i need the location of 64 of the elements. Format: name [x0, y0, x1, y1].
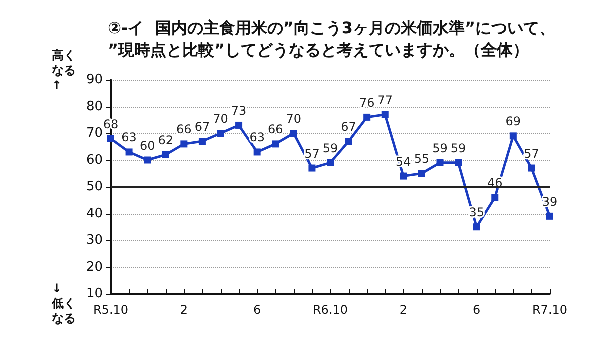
- point: [455, 159, 462, 166]
- data-label: 70: [213, 112, 228, 126]
- point: [144, 156, 152, 164]
- point: [236, 122, 243, 129]
- data-label: 67: [341, 120, 356, 134]
- point: [180, 140, 188, 148]
- point: [364, 114, 371, 121]
- point: [217, 130, 224, 137]
- y-tick-label: 40: [86, 206, 103, 222]
- data-label: 62: [158, 133, 174, 148]
- point: [546, 212, 554, 220]
- data-label: 67: [194, 120, 210, 134]
- point: [198, 138, 206, 146]
- data-label: 63: [122, 130, 137, 145]
- point: [108, 135, 114, 142]
- x-tick-label: 2: [180, 303, 188, 317]
- data-label: 66: [176, 122, 192, 137]
- y-tick-label: 30: [86, 233, 103, 248]
- point: [345, 138, 352, 146]
- y-tick-label: 20: [86, 260, 103, 275]
- x-tick-label: R7.10: [532, 303, 568, 317]
- data-label: 59: [322, 141, 338, 156]
- point: [272, 140, 280, 148]
- point: [492, 194, 499, 202]
- data-label: 76: [359, 96, 375, 110]
- point: [400, 172, 408, 180]
- y-tick-label: 10: [86, 286, 103, 302]
- y-tick-label: 90: [86, 72, 103, 88]
- point: [290, 130, 298, 137]
- x-tick-label: 2: [400, 303, 408, 317]
- data-label: 63: [250, 130, 265, 145]
- data-label: 66: [268, 122, 284, 137]
- data-label: 73: [231, 104, 247, 118]
- data-label: 55: [414, 152, 430, 166]
- data-label: 77: [378, 93, 394, 108]
- text: ↓低くなる: [51, 282, 76, 326]
- x-tick-label: 6: [473, 303, 481, 317]
- point: [162, 151, 170, 158]
- y-tick-label: 70: [86, 126, 103, 141]
- y-tick-label: 50: [86, 180, 103, 194]
- point: [510, 132, 517, 140]
- point: [327, 159, 334, 166]
- data-label: 57: [524, 146, 540, 161]
- x-tick-label: R6.10: [312, 303, 348, 317]
- y-tick-label: 80: [86, 99, 103, 114]
- data-label: 70: [286, 112, 302, 126]
- point: [382, 111, 389, 118]
- data-label: 59: [432, 141, 448, 156]
- data-label: 57: [304, 146, 320, 161]
- data-label: 60: [140, 138, 156, 153]
- point: [308, 164, 316, 172]
- point: [473, 224, 480, 231]
- y-tick-label: 60: [86, 152, 103, 168]
- point: [126, 148, 133, 156]
- x-tick-label: 6: [254, 303, 262, 317]
- y-axis-title: 高くなる↑: [52, 48, 76, 92]
- x-tick-label: R5.10: [93, 303, 129, 317]
- chart-title: ②-イ 国内の主食用米の”向こう3ヶ月の米価水準”について、 ”現時点と比較”してどうなると考えていますか。（全体）: [108, 18, 556, 60]
- point: [436, 159, 444, 166]
- data-label: 59: [450, 141, 466, 156]
- point: [418, 170, 426, 178]
- point: [528, 164, 536, 172]
- point: [254, 148, 261, 156]
- data-label: 69: [506, 114, 522, 129]
